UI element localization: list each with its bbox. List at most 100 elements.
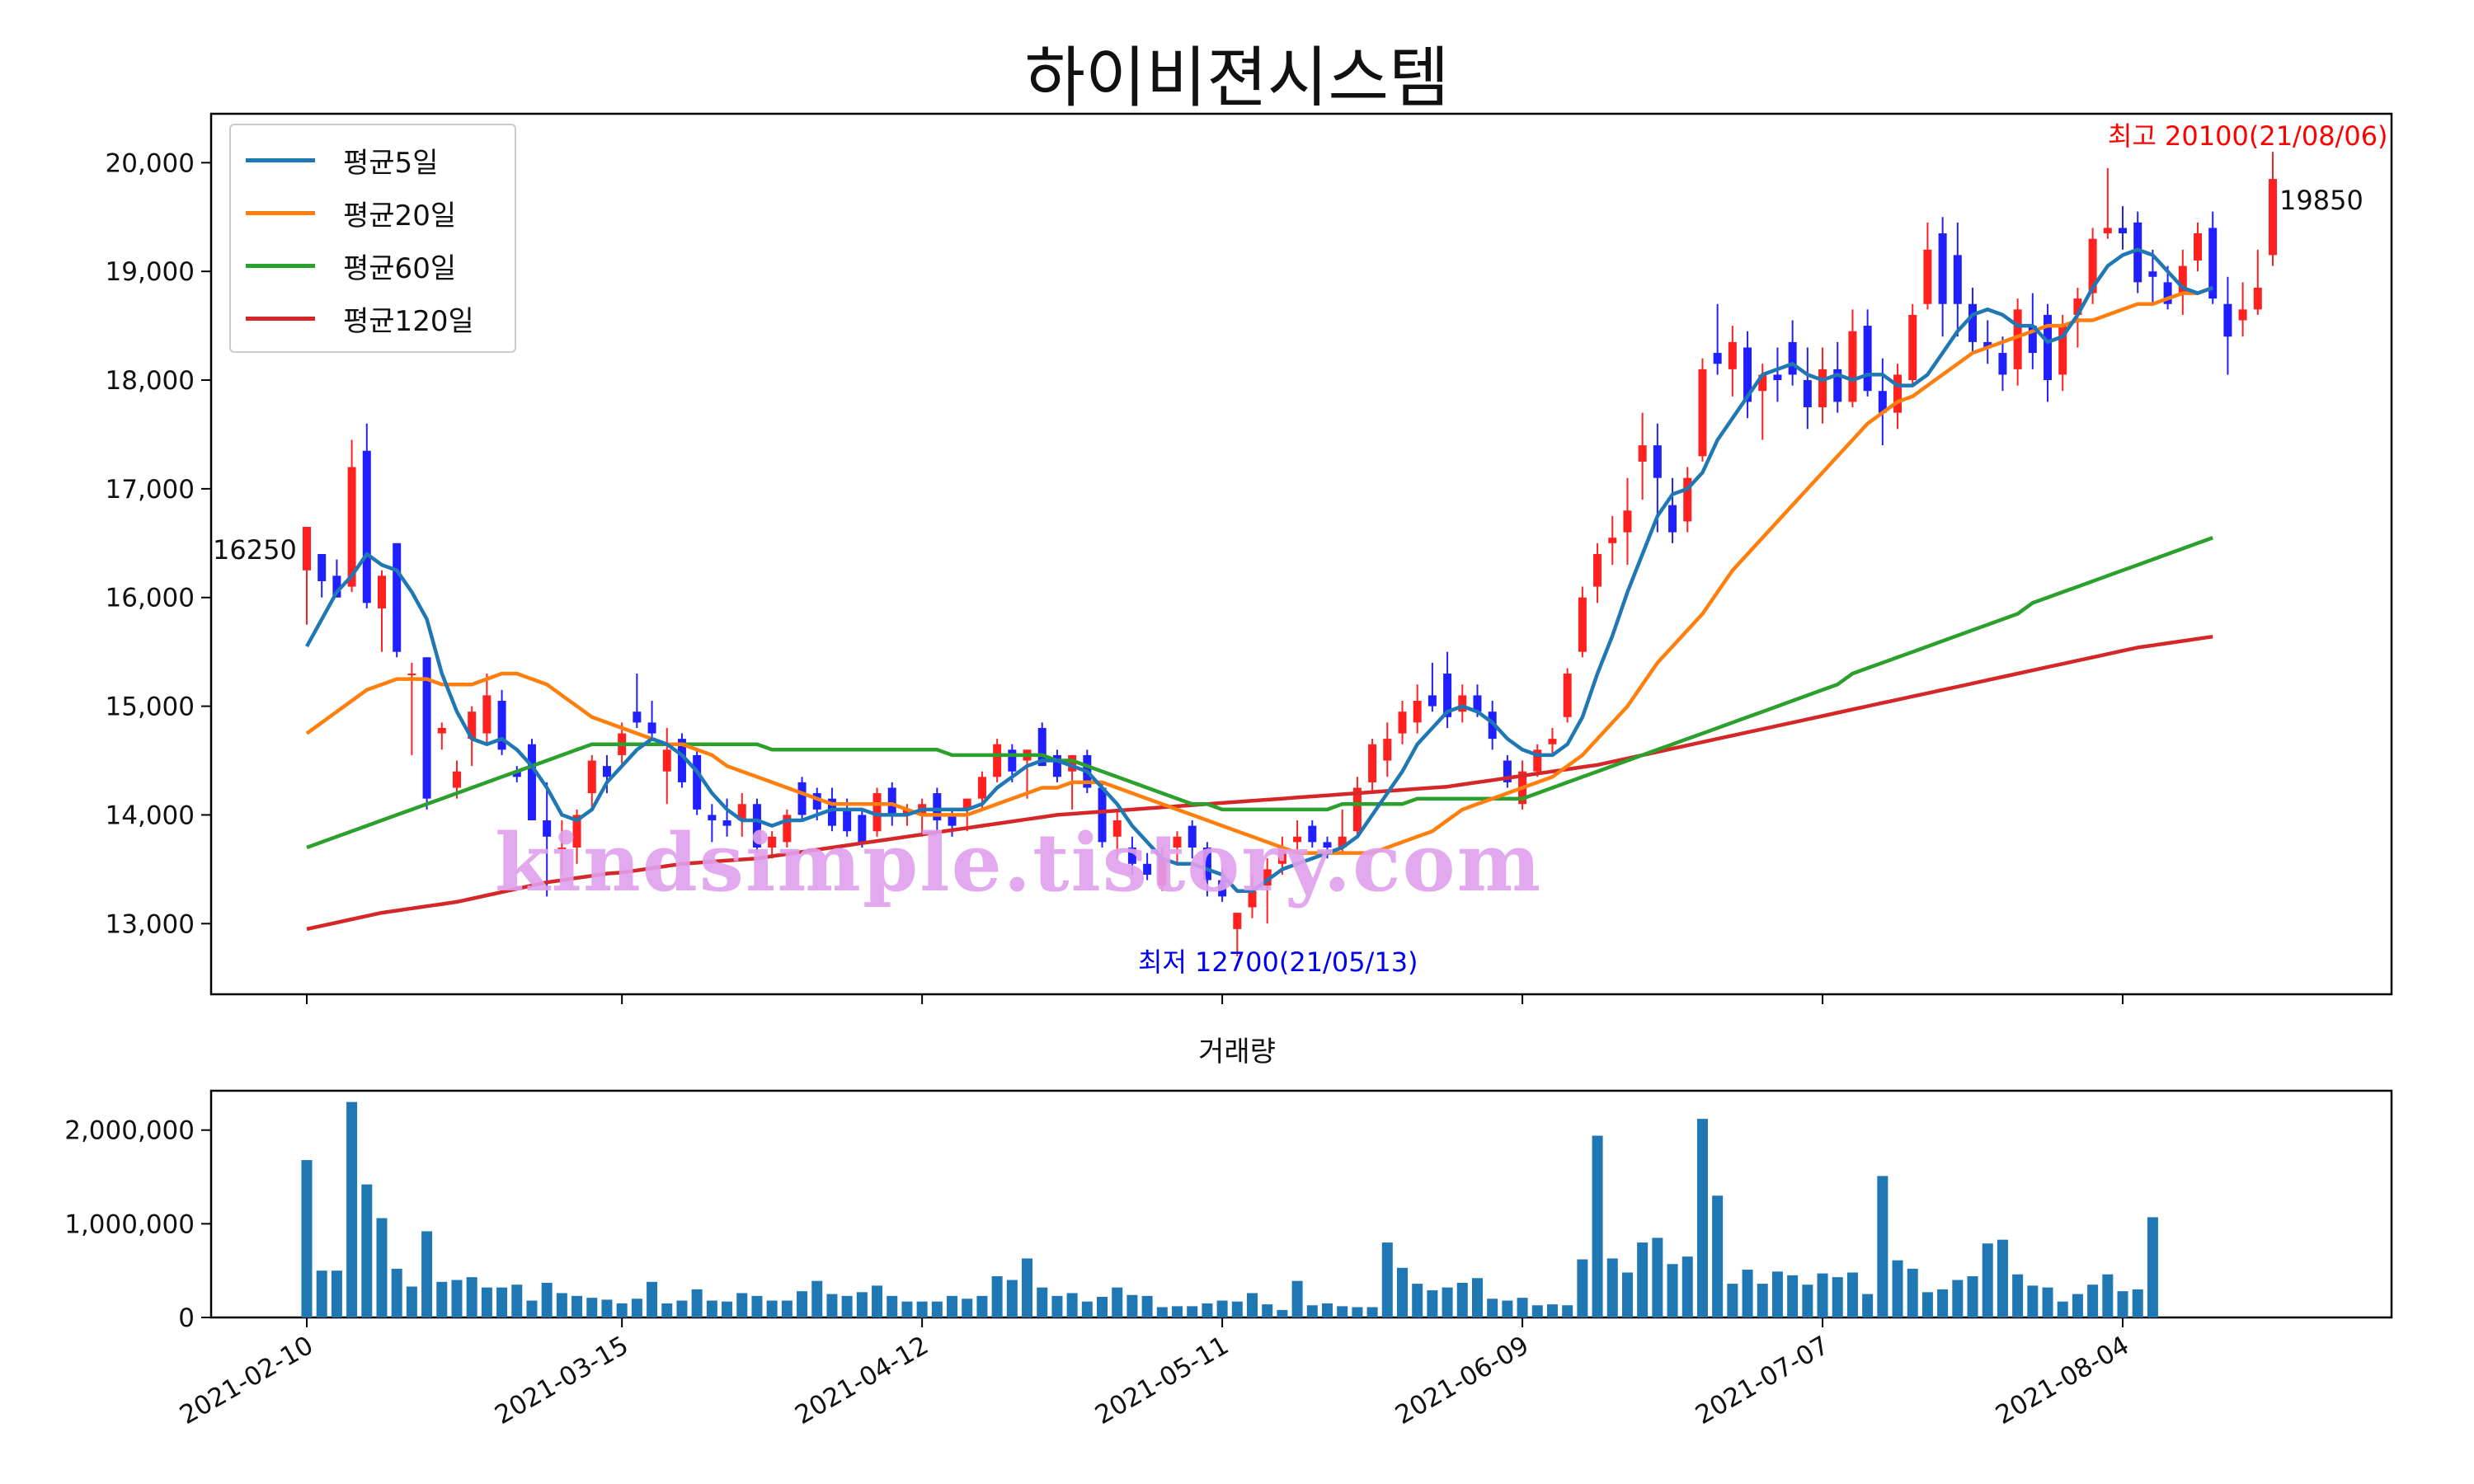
candle-body	[332, 575, 341, 598]
ma120-line	[306, 634, 2213, 932]
legend-line-ma120	[246, 316, 315, 321]
candle-body	[843, 809, 852, 832]
candle-body	[1728, 341, 1737, 369]
volume-bar	[916, 1301, 928, 1317]
candle-body	[1143, 863, 1152, 875]
volume-bar	[661, 1303, 673, 1317]
volume-bar	[887, 1295, 898, 1317]
candle-body	[2088, 238, 2097, 294]
volume-bar	[736, 1293, 748, 1317]
candle-body	[2058, 326, 2067, 375]
volume-bar	[856, 1292, 868, 1317]
volume-bar	[2102, 1274, 2114, 1317]
volume-bar	[1427, 1290, 1438, 1317]
volume-bar	[1771, 1271, 1783, 1317]
ma5-line	[305, 247, 2213, 893]
candle-body	[1698, 369, 1707, 457]
volume-bar	[2132, 1289, 2143, 1317]
volume-bar	[1262, 1304, 1273, 1317]
volume-bar	[1907, 1268, 1918, 1317]
volume-bar	[1097, 1297, 1108, 1317]
candle-body	[1098, 787, 1107, 843]
date-tick-label: 2021-03-15	[490, 1331, 633, 1430]
candle-body	[1818, 369, 1827, 407]
candle-body	[1398, 711, 1407, 734]
candle-body	[1878, 391, 1887, 413]
candle-body	[1277, 848, 1286, 864]
volume-bar	[1802, 1284, 1813, 1317]
volume-bar	[1921, 1292, 1933, 1317]
volume-bar	[647, 1281, 658, 1317]
candle-body	[393, 542, 402, 652]
candle-body	[2013, 309, 2022, 369]
candle-body	[1233, 913, 1242, 929]
high-label: 최고 20100(21/08/06)	[2108, 120, 2388, 152]
candle-body	[1263, 869, 1272, 886]
candle-body	[482, 695, 492, 734]
volume-bar	[496, 1287, 508, 1317]
volume-bar	[1982, 1243, 1993, 1317]
price-y-tick-label: 15,000	[106, 693, 195, 722]
candle-body	[2119, 228, 2128, 234]
candle-body	[1427, 695, 1437, 707]
volume-bar	[1442, 1287, 1453, 1317]
legend-label-ma20: 평균20일	[343, 199, 457, 232]
candle-body	[317, 554, 327, 581]
volume-bar	[1216, 1300, 1228, 1317]
volume-bar	[991, 1276, 1003, 1317]
candle-body	[1803, 380, 1812, 407]
volume-bar	[511, 1284, 523, 1317]
candle-body	[557, 848, 567, 849]
date-tick-label: 2021-07-07	[1691, 1331, 1834, 1430]
volume-bar	[1187, 1306, 1198, 1317]
candle-body	[512, 771, 521, 777]
price-y-tick-label: 20,000	[106, 148, 195, 178]
candle-body	[2103, 228, 2112, 234]
legend-item-ma60: 평균60일	[246, 241, 456, 290]
candle-body	[708, 815, 717, 821]
volume-bar	[526, 1300, 538, 1317]
candle-body	[2148, 271, 2157, 277]
candle-body	[1008, 749, 1017, 772]
last-close-label: 19850	[2279, 185, 2363, 216]
candle-body	[1713, 353, 1722, 364]
candle-body	[962, 798, 971, 810]
candle-body	[1323, 842, 1332, 848]
candle-body	[2223, 303, 2232, 337]
legend-line-ma5	[246, 157, 315, 162]
volume-bar	[2027, 1285, 2039, 1317]
volume-bar	[436, 1281, 448, 1317]
volume-bar	[1696, 1119, 1708, 1317]
volume-bar	[901, 1301, 913, 1317]
candle-body	[1788, 341, 1797, 375]
candle-body	[2178, 265, 2187, 294]
volume-bar	[331, 1270, 342, 1317]
volume-y-tick-label: 2,000,000	[64, 1116, 195, 1146]
volume-bar	[616, 1303, 628, 1317]
candle-body	[1158, 858, 1167, 886]
volume-bar	[1787, 1275, 1799, 1317]
candle-body	[1202, 848, 1211, 881]
volume-bar	[1037, 1287, 1048, 1317]
volume-bar	[2012, 1274, 2024, 1317]
candle-body	[1458, 695, 1467, 712]
candle-body	[1173, 836, 1182, 848]
volume-bar	[1742, 1270, 1753, 1317]
candle-body	[677, 739, 686, 782]
candle-body	[662, 749, 671, 772]
candle-body	[1338, 836, 1347, 848]
volume-bar	[1531, 1305, 1543, 1317]
candle-body	[768, 836, 777, 848]
candle-body	[1068, 754, 1077, 772]
volume-bar	[1727, 1284, 1738, 1317]
candle-body	[1923, 249, 1932, 304]
candle-body	[437, 727, 446, 734]
volume-bar	[1832, 1277, 1843, 1317]
candle-body	[1248, 890, 1257, 908]
legend-item-ma5: 평균5일	[246, 135, 438, 185]
candle-body	[993, 744, 1002, 777]
candle-body	[1638, 445, 1647, 462]
volume-y-tick-label: 1,000,000	[64, 1209, 195, 1239]
volume-bar	[1051, 1295, 1063, 1317]
candle-body	[1443, 674, 1452, 717]
